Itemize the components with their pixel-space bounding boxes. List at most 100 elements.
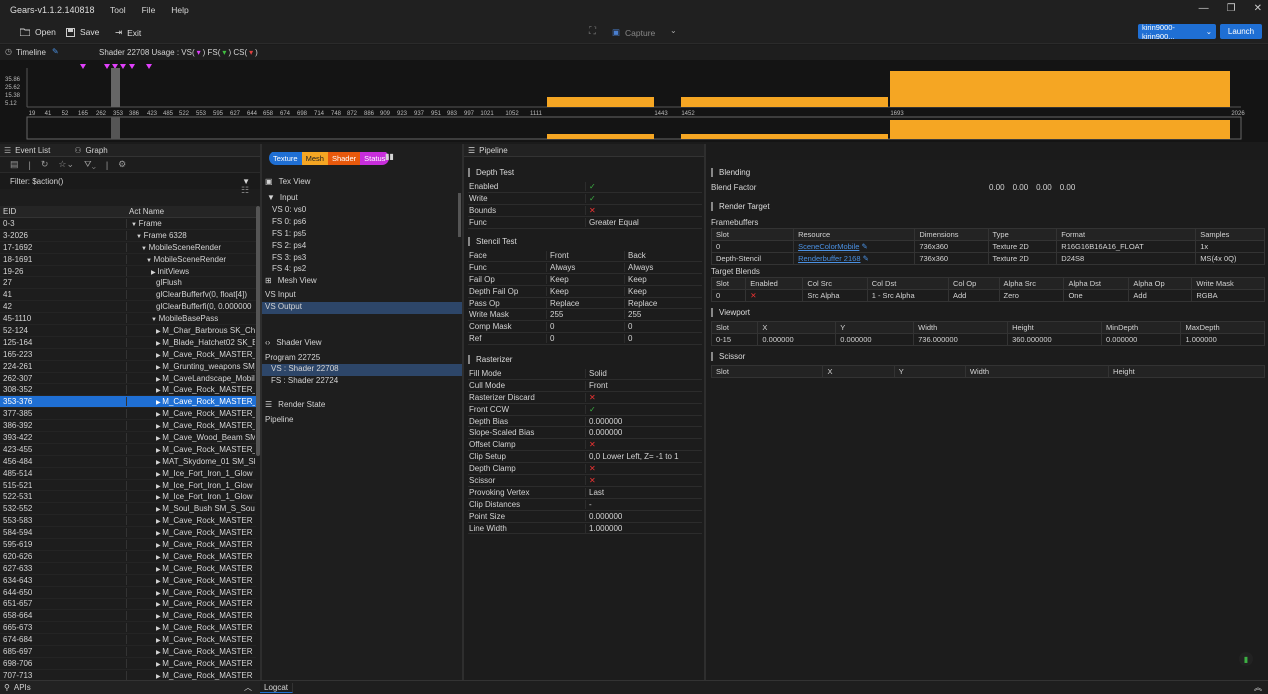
table-row[interactable]: 685-697 ▶ M_Cave_Rock_MASTER S: [0, 646, 256, 658]
shader-item[interactable]: FS : Shader 22724: [262, 376, 462, 388]
tree-collapsed-icon[interactable]: ▶: [156, 566, 163, 573]
table-row[interactable]: 308-352 ▶ M_Cave_Rock_MASTER_V: [0, 384, 256, 397]
table-row[interactable]: 0-3 ▼ Frame: [0, 218, 256, 230]
stats-icon[interactable]: ▮▮: [385, 152, 394, 161]
table-row[interactable]: 393-422 ▶ M_Cave_Wood_Beam SM_: [0, 432, 256, 444]
table-row[interactable]: 532-552 ▶ M_Soul_Bush SM_S_Soul_: [0, 503, 256, 516]
tree-collapsed-icon[interactable]: ▶: [156, 507, 163, 514]
tab-event-list[interactable]: Event List: [15, 145, 51, 155]
table-row[interactable]: 353-376 ▶ M_Cave_Rock_MASTER_V: [0, 396, 256, 409]
tree-collapsed-icon[interactable]: ▶: [156, 661, 163, 668]
menu-file[interactable]: File: [141, 5, 156, 15]
edit-icon[interactable]: ✎: [52, 47, 59, 56]
tab-texture[interactable]: Texture: [269, 151, 302, 165]
table-row[interactable]: 386-392 ▶ M_Cave_Rock_MASTER_V: [0, 420, 256, 433]
link-icon[interactable]: ✎: [859, 242, 868, 251]
tree-collapsed-icon[interactable]: ▶: [156, 340, 163, 347]
table-row[interactable]: 423-455 ▶ M_Cave_Rock_MASTER_V: [0, 444, 256, 456]
tab-graph[interactable]: Graph: [85, 145, 108, 155]
tree-collapsed-icon[interactable]: ▶: [156, 495, 163, 502]
menu-help[interactable]: Help: [171, 5, 189, 15]
capture-button[interactable]: ▣ Capture: [612, 27, 655, 38]
tab-pipeline[interactable]: Pipeline: [479, 145, 508, 155]
pipeline-item[interactable]: Pipeline: [265, 415, 294, 424]
tree-expanded-icon[interactable]: ▼: [136, 233, 144, 240]
mesh-item[interactable]: VS Output: [262, 302, 462, 314]
table-row[interactable]: 674-684 ▶ M_Cave_Rock_MASTER S: [0, 634, 256, 647]
timeline-svg[interactable]: 35.86 25.62 15.38 5.12 19 41 52 165 262 353 386 42…: [0, 60, 1268, 142]
tree-collapsed-icon[interactable]: ▶: [156, 626, 163, 633]
tree-collapsed-icon[interactable]: ▶: [156, 519, 163, 526]
table-row[interactable]: 665-673 ▶ M_Cave_Rock_MASTER S: [0, 622, 256, 635]
table-row[interactable]: 125-164 ▶ M_Blade_Hatchet02 SK_E: [0, 337, 256, 349]
table-row[interactable]: 456-484 ▶ MAT_Skydome_01 SM_Sk: [0, 456, 256, 468]
tex-item[interactable]: FS 2: ps4: [272, 240, 307, 250]
table-row[interactable]: 522-531 ▶ M_Ice_Fort_Iron_1_Glow S: [0, 491, 256, 504]
apis-tab[interactable]: ⚲ APIs ︿: [0, 680, 260, 694]
tree-collapsed-icon[interactable]: ▶: [156, 376, 163, 383]
table-cell[interactable]: Renderbuffer 2168 ✎: [793, 252, 916, 265]
tex-item[interactable]: FS 1: ps5: [272, 228, 307, 238]
tree-collapsed-icon[interactable]: ▶: [156, 638, 163, 645]
minimize-icon[interactable]: —: [1198, 3, 1209, 14]
shader-view-header[interactable]: ‹› Shader View: [265, 338, 322, 347]
capture-dropdown-icon[interactable]: ⌄: [670, 26, 677, 35]
tree-expanded-icon[interactable]: ▼: [141, 245, 149, 252]
filter-field[interactable]: Filter: $action() ▼: [0, 173, 260, 189]
scrollbar[interactable]: [256, 206, 260, 456]
logcat-tab[interactable]: Logcat ︽: [260, 680, 1268, 694]
tree-collapsed-icon[interactable]: ▶: [156, 554, 163, 561]
table-row[interactable]: 658-664 ▶ M_Cave_Rock_MASTER S: [0, 610, 256, 623]
table-row[interactable]: 634-643 ▶ M_Cave_Rock_MASTER S: [0, 575, 256, 587]
exit-button[interactable]: ⇥ Exit: [115, 27, 141, 38]
resource-link[interactable]: Renderbuffer 2168: [798, 254, 861, 263]
device-status-icon[interactable]: ▮: [1239, 652, 1253, 666]
tree-collapsed-icon[interactable]: ▶: [156, 650, 163, 656]
tree-collapsed-icon[interactable]: ▶: [156, 614, 163, 621]
table-row[interactable]: 45-1110 ▼ MobileBasePass: [0, 313, 256, 326]
tab-status[interactable]: Status: [360, 151, 390, 165]
refresh-icon[interactable]: ↻: [40, 159, 49, 169]
chevron-up-icon[interactable]: ︿: [244, 683, 252, 692]
table-row[interactable]: 707-713 ▶ M_Cave_Rock_MASTER S: [0, 670, 256, 680]
table-row[interactable]: 515-521 ▶ M_Ice_Fort_Iron_1_Glow S: [0, 480, 256, 492]
table-row[interactable]: 224-261 ▶ M_Grunting_weapons SM_: [0, 361, 256, 373]
tex-item[interactable]: FS 0: ps6: [272, 216, 307, 226]
table-row[interactable]: 18-1691 ▼ MobileSceneRender: [0, 254, 256, 266]
scrollbar[interactable]: [458, 193, 461, 237]
tree-collapsed-icon[interactable]: ▶: [156, 590, 163, 597]
tree-collapsed-icon[interactable]: ▶: [156, 483, 163, 490]
table-row[interactable]: 41 glClearBufferfv(0, float[4]): [0, 289, 256, 302]
table-row[interactable]: 27 glFlush: [0, 277, 256, 290]
col-act-name[interactable]: Act Name: [129, 207, 165, 216]
table-row[interactable]: 620-626 ▶ M_Cave_Rock_MASTER S: [0, 551, 256, 563]
tree-collapsed-icon[interactable]: ▶: [156, 388, 163, 395]
screenshot-icon[interactable]: ⛶: [589, 26, 596, 37]
tex-item[interactable]: FS 4: ps2: [272, 264, 307, 274]
table-row[interactable]: 698-706 ▶ M_Cave_Rock_MASTER S: [0, 658, 256, 670]
table-row[interactable]: 52-124 ▶ M_Char_Barbrous SK_Cha: [0, 325, 256, 337]
restore-icon[interactable]: ❐: [1226, 3, 1236, 14]
tree-collapsed-icon[interactable]: ▶: [156, 424, 163, 431]
open-button[interactable]: Open: [20, 27, 56, 37]
launch-button[interactable]: Launch: [1220, 24, 1262, 39]
filter-icon[interactable]: ⛛⌄: [84, 159, 96, 169]
tree-expanded-icon[interactable]: ▼: [131, 221, 139, 228]
tree-collapsed-icon[interactable]: ▶: [156, 673, 163, 680]
tree-collapsed-icon[interactable]: ▶: [156, 542, 163, 549]
table-row[interactable]: 165-223 ▶ M_Cave_Rock_MASTER_V: [0, 349, 256, 361]
save-list-icon[interactable]: ▤: [10, 159, 19, 169]
shader-item[interactable]: VS : Shader 22708: [262, 364, 462, 376]
tree-collapsed-icon[interactable]: ▶: [156, 328, 163, 335]
table-row[interactable]: 42 glClearBufferfi(0, 0.000000: [0, 301, 256, 314]
table-row[interactable]: 485-514 ▶ M_Ice_Fort_Iron_1_Glow S: [0, 468, 256, 480]
table-row[interactable]: 262-307 ▶ M_CaveLandscape_Mobile: [0, 373, 256, 385]
tree-collapsed-icon[interactable]: ▶: [156, 531, 163, 538]
table-row[interactable]: 627-633 ▶ M_Cave_Rock_MASTER S: [0, 563, 256, 575]
table-row[interactable]: 644-650 ▶ M_Cave_Rock_MASTER S: [0, 587, 256, 599]
logcat-label[interactable]: Logcat: [260, 682, 294, 693]
resource-link[interactable]: SceneColorMobile: [798, 242, 860, 251]
dropdown-icon[interactable]: ▼: [242, 176, 250, 186]
link-icon[interactable]: ✎: [860, 254, 869, 263]
tree-collapsed-icon[interactable]: ▶: [156, 412, 163, 419]
